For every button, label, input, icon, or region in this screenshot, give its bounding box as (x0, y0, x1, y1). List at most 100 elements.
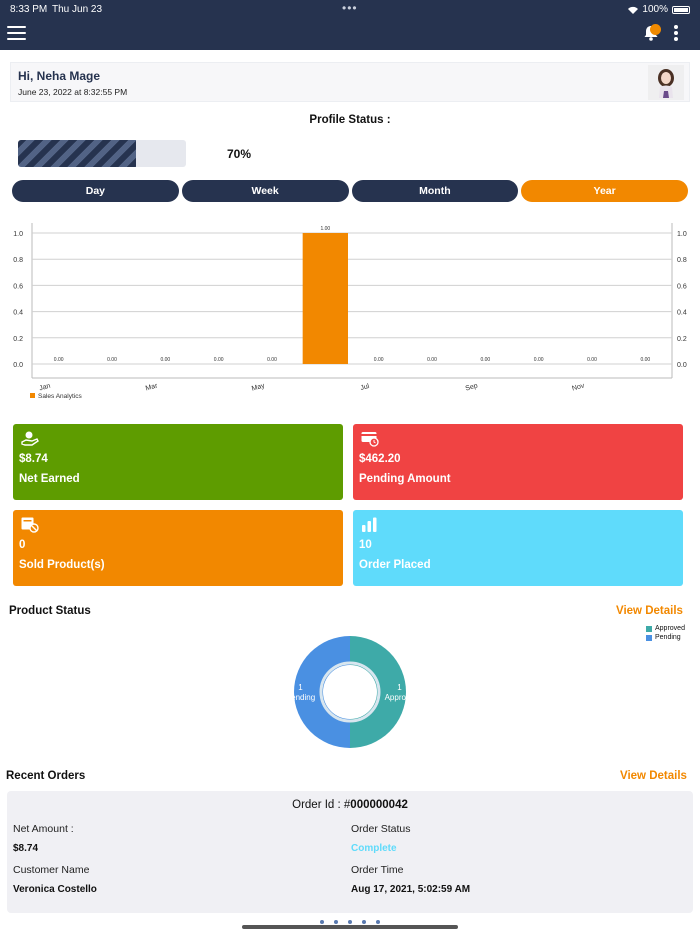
status-date: Thu Jun 23 (52, 4, 103, 15)
notification-badge (650, 24, 661, 35)
wifi-icon (628, 6, 639, 14)
sold-products-label: Sold Product(s) (19, 559, 105, 571)
greeting-name: Hi, Neha Mage (18, 69, 101, 83)
profile-progress-text: 70% (227, 147, 252, 161)
bar-value-label: 0.00 (54, 357, 64, 363)
legend-label-approved: Approved (655, 625, 685, 632)
y-tick-label-left: 0.8 (13, 257, 23, 264)
bar-value-label: 0.00 (107, 357, 117, 363)
y-tick-label-right: 0.8 (677, 257, 687, 264)
y-tick-label-right: 0.4 (677, 310, 687, 317)
bar-value-label: 0.00 (534, 357, 544, 363)
y-tick-label-right: 1.0 (677, 231, 687, 238)
tab-day[interactable]: Day (12, 180, 179, 202)
sales-analytics-chart: 0.0 0.0 0.2 0.2 0.4 0.4 0.6 0.6 0.8 0.8 1.0 1.0 0.00… (13, 223, 687, 400)
donut-hole (323, 665, 377, 719)
order-placed-label: Order Placed (359, 559, 431, 571)
customer-name-value: Veronica Costello (13, 884, 97, 895)
order-status-label: Order Status (351, 823, 411, 835)
greeting-datetime: June 23, 2022 at 8:32:55 PM (18, 87, 128, 97)
bar-value-label: 0.00 (587, 357, 597, 363)
hand-coin-icon (21, 431, 39, 446)
profile-progress-bar (18, 140, 186, 167)
box-blocked-icon (21, 517, 39, 533)
hamburger-menu-icon[interactable] (7, 26, 26, 40)
bar-jun (302, 233, 348, 364)
sold-products-value: 0 (19, 539, 26, 551)
order-status-value: Complete (351, 843, 397, 854)
donut-value-label: 1 (298, 683, 303, 692)
donut-inner-ring (319, 661, 381, 723)
bar-value-label: 0.00 (160, 357, 170, 363)
profile-progress-fill (18, 140, 136, 167)
order-id-value: 000000042 (350, 799, 408, 811)
bar-value-label: 1.00 (320, 226, 330, 232)
bar-value-label: 0.00 (427, 357, 437, 363)
net-amount-label: Net Amount : (13, 823, 74, 835)
x-tick-label: Jul (360, 383, 371, 392)
multitasking-dots-icon: ••• (342, 1, 358, 15)
profile-status-label: Profile Status : (309, 114, 391, 126)
donut-slice-label: Pending (286, 693, 315, 702)
x-tick-label: Nov (571, 382, 585, 392)
order-id: Order Id : #000000042 (7, 799, 693, 811)
battery-icon (672, 5, 690, 14)
bar-value-label: 0.00 (374, 357, 384, 363)
x-tick-label: Jan (39, 383, 52, 393)
product-status-title: Product Status (9, 605, 91, 617)
bar-value-label: 0.00 (214, 357, 224, 363)
status-right: 100% (628, 4, 690, 15)
y-tick-label-left: 1.0 (13, 231, 23, 238)
y-tick-label-left: 0.4 (13, 310, 23, 317)
recent-orders-view-details-link[interactable]: View Details (620, 770, 687, 782)
donut-slice-label: Approve (385, 693, 415, 702)
pending-amount-value: $462.20 (359, 453, 401, 465)
stat-card-net-earned[interactable]: $8.74 Net Earned (13, 424, 343, 500)
tab-week[interactable]: Week (181, 180, 349, 202)
net-earned-label: Net Earned (19, 473, 80, 485)
x-tick-label: Sep (465, 383, 479, 393)
y-tick-label-left: 0.2 (13, 336, 23, 343)
kebab-icon[interactable] (673, 25, 679, 41)
legend-label-pending: Pending (655, 634, 681, 641)
y-tick-label-left: 0.6 (13, 283, 23, 290)
tab-year[interactable]: Year (521, 180, 688, 202)
greeting-card: Hi, Neha Mage June 23, 2022 at 8:32:55 P… (10, 62, 690, 102)
y-tick-label-left: 0.0 (13, 362, 23, 369)
order-id-label: Order Id : # (292, 799, 351, 811)
order-card[interactable]: Order Id : #000000042 Net Amount : $8.74… (7, 791, 693, 913)
bar-value-label: 0.00 (640, 357, 650, 363)
legend-item-approved: Approved (646, 625, 685, 632)
stat-card-order-placed[interactable]: 10 Order Placed (353, 510, 683, 586)
y-tick-label-right: 0.6 (677, 283, 687, 290)
order-placed-value: 10 (359, 539, 372, 551)
period-tabs: Day Week Month Year (12, 180, 688, 202)
order-time-label: Order Time (351, 864, 404, 876)
x-tick-label: May (251, 382, 266, 392)
customer-name-label: Customer Name (13, 864, 90, 876)
product-status-legend: Approved Pending (646, 625, 685, 643)
top-app-bar: 8:33 PM Thu Jun 23 ••• 100% (0, 0, 700, 50)
page-indicator (320, 920, 380, 924)
legend-swatch-approved (646, 625, 652, 632)
net-earned-value: $8.74 (19, 453, 48, 465)
legend-swatch-sales-analytics (30, 393, 35, 398)
net-amount-value: $8.74 (13, 843, 39, 854)
legend-label-sales-analytics: Sales Analytics (38, 393, 82, 400)
home-indicator (242, 925, 458, 929)
x-tick-label: Mar (145, 382, 159, 392)
avatar-illustration (648, 65, 684, 100)
stat-card-pending-amount[interactable]: $462.20 Pending Amount (353, 424, 683, 500)
donut-value-label: 1 (397, 683, 402, 692)
legend-swatch-pending (646, 634, 652, 641)
bar-chart-icon (362, 517, 377, 532)
recent-orders-title: Recent Orders (6, 770, 86, 782)
order-time-value: Aug 17, 2021, 5:02:59 AM (351, 884, 471, 895)
product-status-view-details-link[interactable]: View Details (616, 605, 683, 617)
avatar[interactable] (648, 65, 684, 100)
stat-card-sold-products[interactable]: 0 Sold Product(s) (13, 510, 343, 586)
status-time: 8:33 PM (10, 4, 48, 15)
tab-month[interactable]: Month (351, 180, 519, 202)
bar-value-label: 0.00 (480, 357, 490, 363)
